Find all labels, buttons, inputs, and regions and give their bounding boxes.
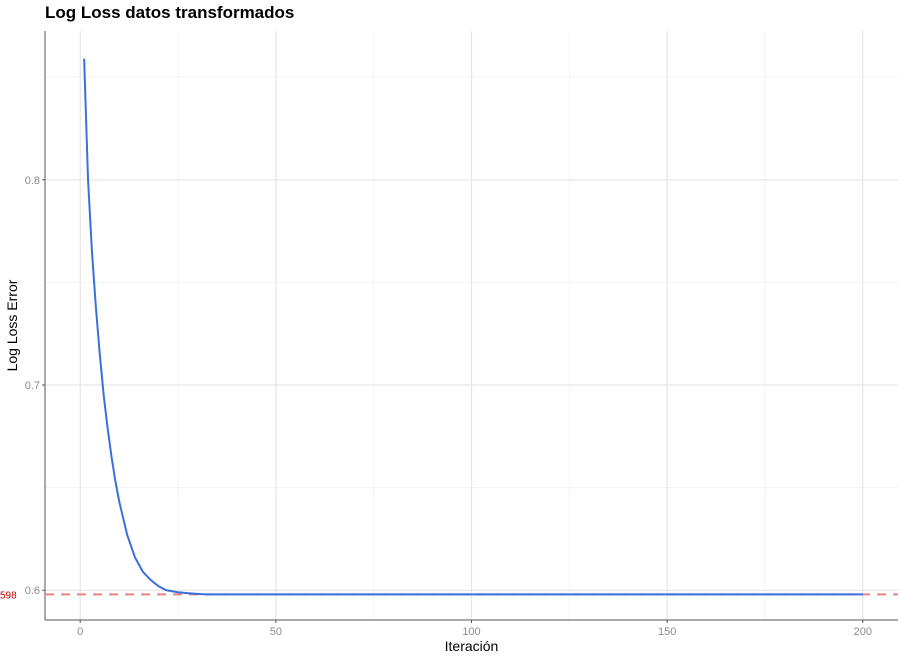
- x-tick-label: 150: [658, 626, 676, 638]
- y-tick-label: 0.6: [25, 585, 40, 597]
- major-gridlines: [45, 31, 898, 620]
- x-tick-label: 100: [462, 626, 480, 638]
- x-tick-label: 50: [270, 626, 282, 638]
- y-tick-label: 0.8: [25, 175, 40, 187]
- reference-line-label: 598: [0, 590, 17, 601]
- chart-title: Log Loss datos transformados: [45, 3, 295, 22]
- y-tick-label: 0.7: [25, 380, 40, 392]
- series-line: [83, 58, 863, 596]
- x-axis-title: Iteración: [445, 638, 499, 654]
- x-axis-ticks: 0 50 100 150 200: [77, 620, 872, 638]
- y-axis-title: Log Loss Error: [4, 279, 20, 371]
- x-tick-label: 0: [77, 626, 83, 638]
- x-tick-label: 200: [854, 626, 872, 638]
- y-axis-ticks: 0.6 0.7 0.8: [25, 175, 45, 597]
